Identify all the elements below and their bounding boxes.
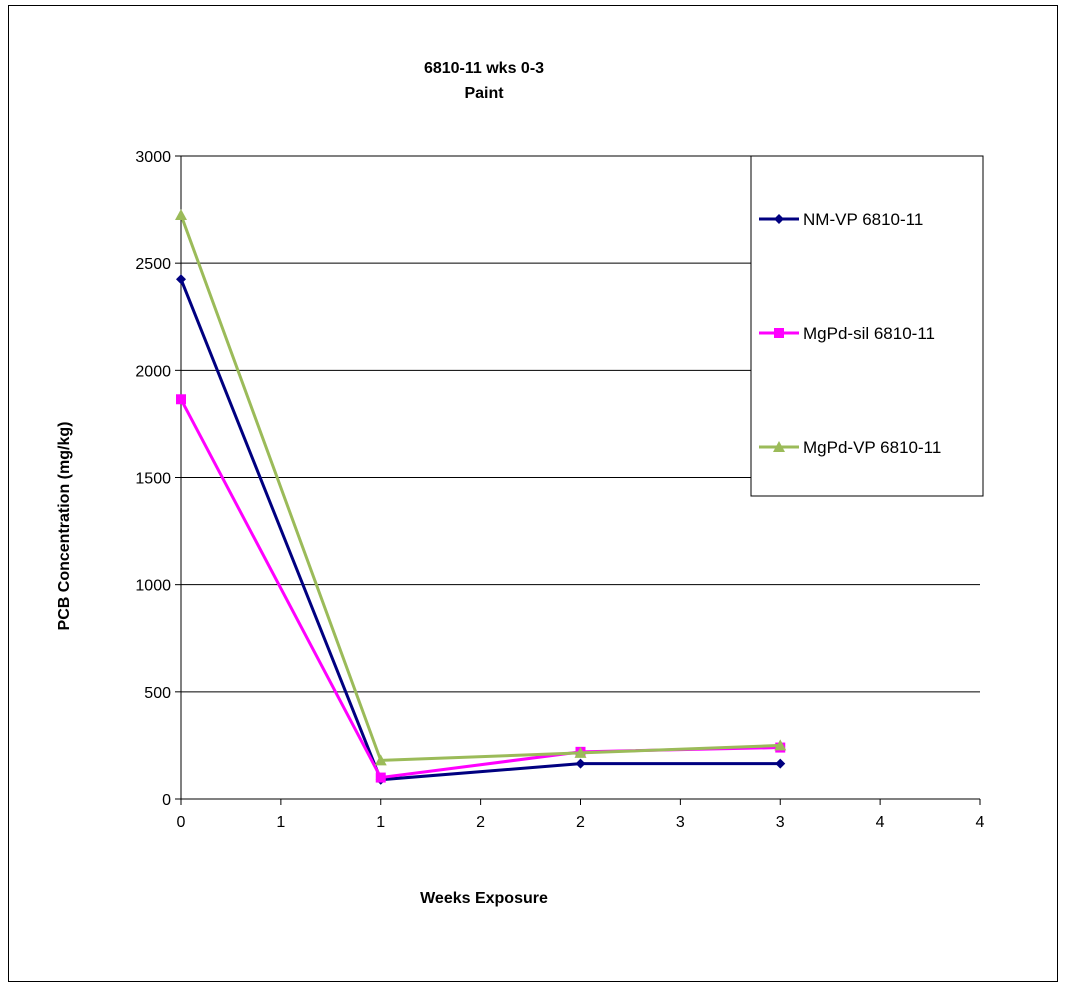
series-2 [175,208,787,766]
x-tick-label: 4 [876,814,885,831]
chart-title: 6810-11 wks 0-3 [424,60,544,77]
y-tick-label: 1000 [135,578,171,595]
data-point [574,746,587,758]
x-axis-label: Weeks Exposure [420,890,548,907]
y-tick-label: 500 [144,685,171,702]
x-tick-label: 2 [576,814,585,831]
series-line [179,398,781,780]
y-tick-label: 0 [162,792,171,809]
legend-swatch-marker [774,214,784,224]
y-tick-label: 3000 [135,149,171,166]
data-point [176,274,186,285]
series-line [179,214,781,762]
legend-entry-1: MgPd-sil 6810-11 [759,324,935,343]
data-point [176,394,186,405]
series-line [179,278,781,782]
legend-label: MgPd-sil 6810-11 [803,324,935,343]
y-axis-label: PCB Concentration (mg/kg) [56,422,73,631]
data-point [375,772,386,783]
x-tick-label: 3 [776,814,785,831]
line-chart: 0 500 1000 1500 2000 2500 3000 0 1 1 2 2 3 3 4 4 6810-1… [56,60,985,907]
data-point [774,739,787,751]
legend-box [750,155,984,497]
series-0 [176,274,786,785]
chart-frame: 0 500 1000 1500 2000 2500 3000 0 1 1 2 2 3 3 4 4 6810-1… [8,5,1058,982]
legend-swatch-marker [774,328,784,338]
x-tick-label: 4 [976,814,985,831]
x-tick-label: 2 [476,814,485,831]
data-point [175,208,187,220]
x-tick-label: 0 [177,814,186,831]
legend-label: NM-VP 6810-11 [803,210,923,229]
y-tick-label: 1500 [135,471,171,488]
legend-swatch-marker [773,441,785,452]
x-tick-label: 1 [376,814,385,831]
legend-label: MgPd-VP 6810-11 [803,438,941,457]
y-tick-label: 2500 [135,256,171,273]
data-point [775,758,786,769]
data-point [575,758,586,769]
legend-entry-2: MgPd-VP 6810-11 [759,438,941,457]
y-tick-label: 2000 [135,363,171,380]
data-point [374,754,387,766]
x-tick-label: 3 [676,814,685,831]
chart-subtitle: Paint [464,85,504,102]
legend-entry-0: NM-VP 6810-11 [759,210,923,229]
x-tick-label: 1 [276,814,285,831]
